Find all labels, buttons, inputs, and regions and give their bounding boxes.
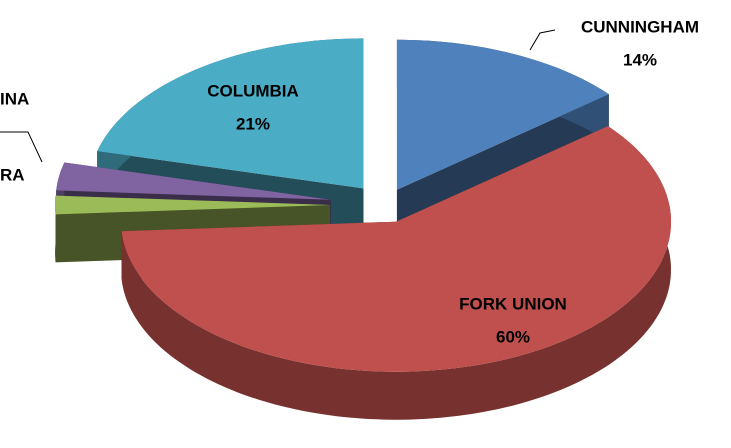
slice (55, 195, 330, 215)
data-label-name: CUNNINGHAM (581, 17, 699, 36)
data-label-value: 21% (236, 114, 270, 133)
data-label-value: 14% (623, 50, 657, 69)
slice (396, 39, 609, 190)
data-label-value: 60% (496, 327, 530, 346)
slice (56, 162, 331, 200)
data-label-name: INA (0, 89, 29, 108)
data-label-name: RA (0, 165, 25, 184)
leader-line (529, 29, 556, 51)
data-label-name: COLUMBIA (207, 81, 299, 100)
slice (97, 38, 364, 189)
data-label-name: FORK UNION (459, 294, 567, 313)
slice (121, 126, 672, 372)
leader-line (0, 131, 43, 163)
